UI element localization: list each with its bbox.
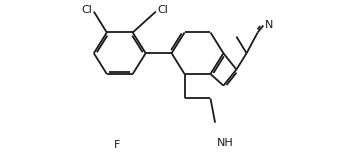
Text: Cl: Cl	[158, 5, 169, 15]
Text: N: N	[265, 20, 274, 29]
Text: NH: NH	[217, 138, 234, 148]
Text: Cl: Cl	[81, 5, 92, 15]
Text: F: F	[114, 140, 120, 150]
